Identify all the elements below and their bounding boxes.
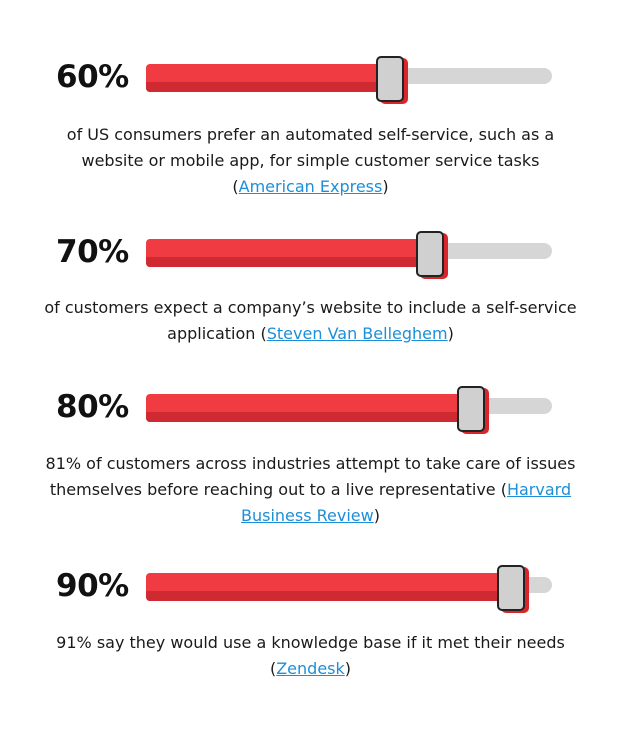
source-link[interactable]: Harvard Business Review bbox=[241, 480, 572, 525]
stat-percent: 60% bbox=[56, 59, 129, 95]
progress-bar bbox=[146, 565, 552, 611]
stat-text-close: ) bbox=[382, 177, 389, 196]
slider-knob bbox=[497, 565, 525, 611]
progress-bar bbox=[146, 56, 552, 102]
stat-description-1: of US consumers prefer an automated self… bbox=[40, 122, 581, 200]
stat-text: of US consumers prefer an automated self… bbox=[66, 125, 555, 196]
stat-text-close: ) bbox=[447, 324, 454, 343]
progress-fill bbox=[146, 64, 380, 92]
progress-bar bbox=[146, 231, 552, 277]
progress-fill bbox=[146, 239, 420, 267]
stat-text-close: ) bbox=[373, 506, 380, 525]
source-link[interactable]: Zendesk bbox=[276, 659, 345, 678]
source-link[interactable]: Steven Van Belleghem bbox=[266, 324, 448, 343]
stat-percent: 90% bbox=[56, 568, 129, 604]
stat-description-2: of customers expect a company’s website … bbox=[40, 295, 581, 347]
progress-fill bbox=[146, 573, 501, 601]
stat-text-close: ) bbox=[344, 659, 352, 678]
progress-bar bbox=[146, 386, 552, 432]
progress-fill bbox=[146, 394, 461, 422]
slider-knob bbox=[457, 386, 485, 432]
slider-knob bbox=[376, 56, 404, 102]
stat-text: 91% say they would use a knowledge base … bbox=[56, 633, 565, 678]
stat-percent: 80% bbox=[56, 389, 129, 425]
stat-description-4: 91% say they would use a knowledge base … bbox=[40, 630, 581, 682]
stat-text: of customers expect a company’s website … bbox=[44, 298, 577, 343]
stat-percent: 70% bbox=[56, 234, 129, 270]
slider-knob bbox=[416, 231, 444, 277]
stat-text: 81% of customers across industries attem… bbox=[45, 454, 576, 499]
stat-description-3: 81% of customers across industries attem… bbox=[40, 451, 581, 529]
source-link[interactable]: American Express bbox=[238, 177, 383, 196]
